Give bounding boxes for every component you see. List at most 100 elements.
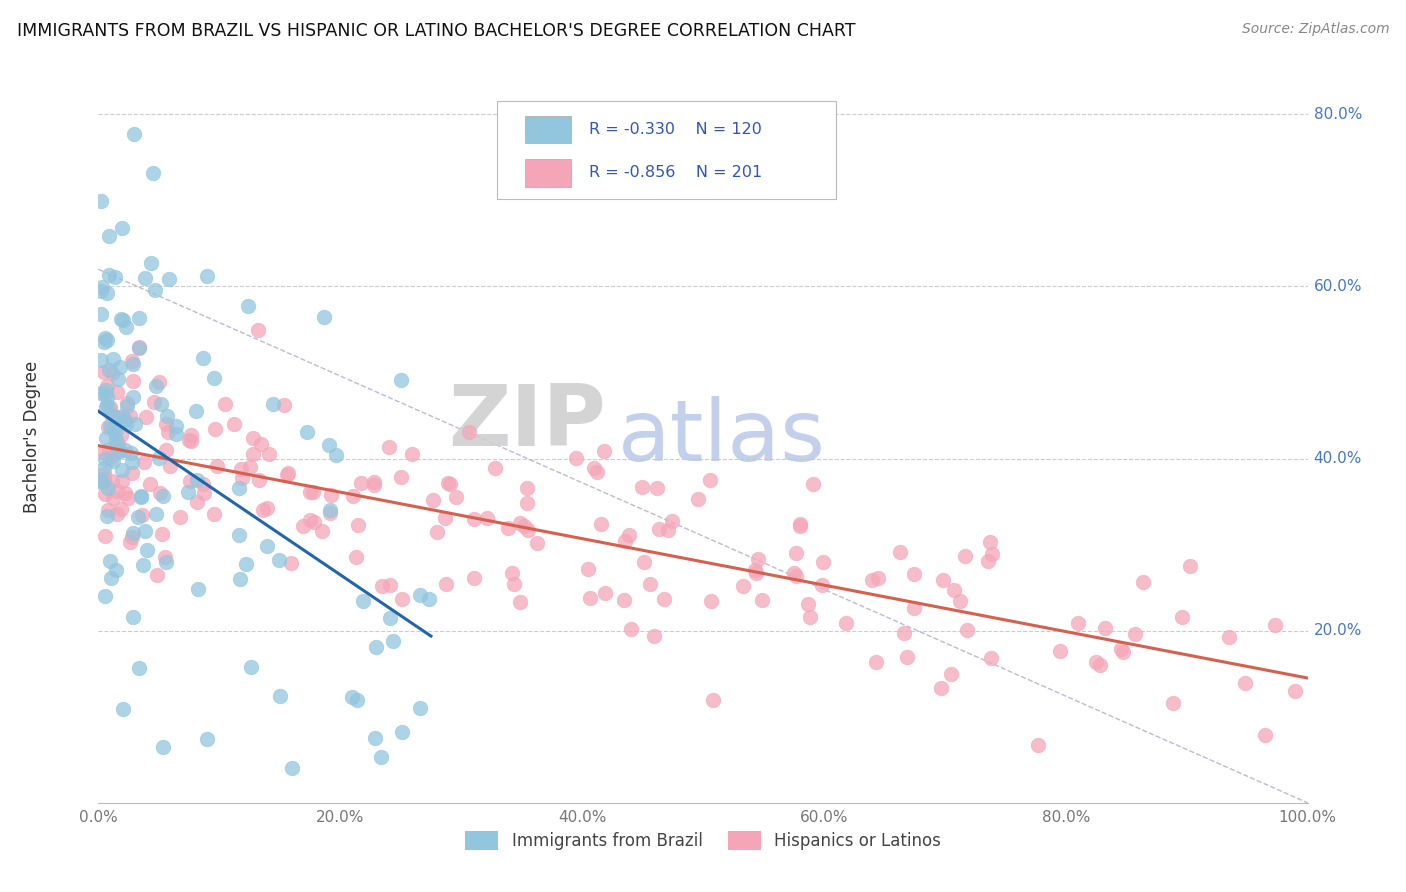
Point [503,576,526,591]
Point [98,418,121,433]
Point [620,622,643,636]
Point [295,425,318,440]
Point [96,508,118,523]
Point [110,428,132,442]
Point [463,571,485,585]
Point [94,529,117,543]
Point [312,310,335,324]
Point [956,623,979,637]
Point [122,357,145,371]
Point [121,454,143,468]
Point [98,401,121,415]
Point [108,360,131,375]
Point [105,433,128,447]
Point [94,452,117,467]
Point [437,476,460,491]
Point [498,521,520,535]
Point [127,509,149,524]
FancyBboxPatch shape [526,116,571,144]
Point [128,311,150,326]
Point [96,286,118,301]
Point [267,553,290,567]
Point [169,509,191,524]
Point [229,461,252,475]
Point [236,299,259,313]
Point [647,481,669,495]
Point [613,534,636,549]
Point [744,563,766,577]
Point [418,592,440,607]
Point [157,425,180,439]
Point [586,466,609,480]
Point [228,481,250,495]
Point [932,573,955,587]
Point [100,407,122,421]
Point [121,530,143,544]
Point [128,341,150,355]
Point [350,476,373,491]
Point [1088,657,1111,672]
Point [111,474,134,488]
Point [1049,644,1071,658]
Point [1123,626,1146,640]
Point [97,482,120,496]
Point [346,517,368,532]
Point [157,272,180,286]
Point [104,410,127,425]
Point [239,459,262,474]
Point [513,519,536,533]
Point [114,412,136,426]
Point [180,434,202,449]
Point [457,425,479,439]
Point [115,417,138,431]
Point [121,610,143,624]
Point [301,485,323,500]
Point [120,446,142,460]
Point [363,477,385,491]
Point [112,702,135,716]
Text: 20.0%: 20.0% [1313,624,1362,638]
Point [93,467,115,481]
Point [107,483,129,498]
Point [110,312,132,326]
Point [517,523,540,537]
Point [409,588,432,602]
Point [93,460,115,475]
Point [90,385,112,400]
Point [745,566,768,580]
Text: 60.0%: 60.0% [1313,279,1362,294]
Point [191,477,214,491]
Point [124,417,146,432]
Point [202,370,225,384]
Point [526,536,548,550]
Point [179,475,201,489]
Point [142,166,165,180]
Point [228,573,250,587]
Point [889,545,911,559]
Point [409,701,432,715]
Point [111,221,134,235]
Point [391,725,413,739]
Point [111,313,134,327]
Point [115,395,138,409]
Point [134,271,156,285]
Point [139,477,162,491]
Point [97,442,120,456]
Point [789,519,811,533]
Point [155,556,177,570]
Point [661,514,683,528]
Point [120,409,142,424]
Point [1067,616,1090,631]
Point [101,422,124,436]
Point [128,661,150,675]
Point [593,586,616,600]
Point [96,398,118,412]
Point [186,404,208,418]
Point [269,689,291,703]
Point [1026,738,1049,752]
Point [319,488,342,502]
Point [860,574,883,588]
Point [111,409,134,423]
Point [1161,696,1184,710]
Point [785,569,807,583]
